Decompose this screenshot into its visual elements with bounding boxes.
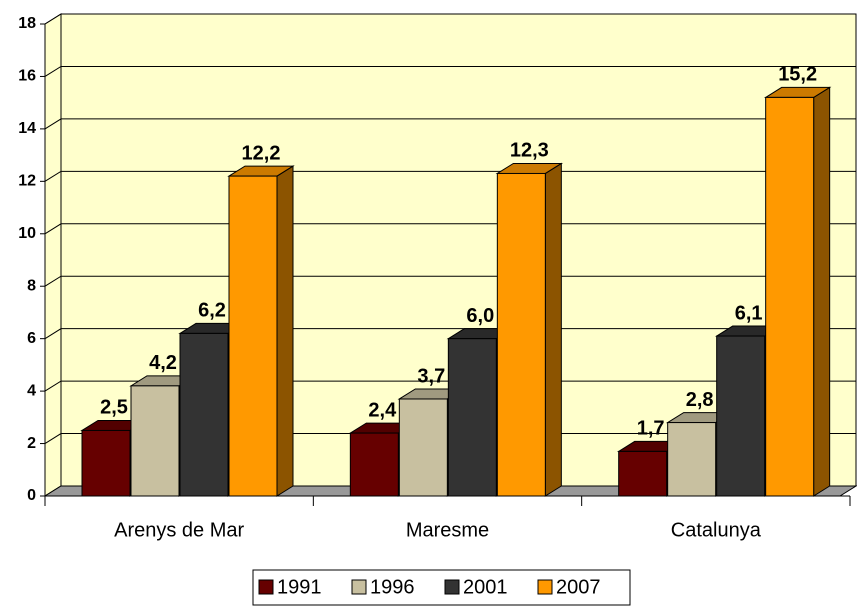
data-label: 2,4 bbox=[368, 399, 397, 421]
grid-line bbox=[44, 380, 856, 392]
grid-line bbox=[44, 328, 856, 340]
bar bbox=[618, 450, 668, 497]
bar bbox=[349, 432, 399, 497]
x-tick-label: Catalunya bbox=[671, 519, 762, 541]
y-tick-label: 8 bbox=[27, 277, 36, 294]
y-tick-label: 18 bbox=[18, 15, 36, 32]
grid-line bbox=[44, 223, 856, 235]
data-label: 12,3 bbox=[510, 140, 549, 162]
bar-side bbox=[544, 162, 562, 497]
grid-line bbox=[44, 13, 856, 25]
legend-label: 2001 bbox=[463, 576, 508, 598]
data-label: 6,1 bbox=[735, 302, 763, 324]
legend-label: 2007 bbox=[556, 576, 601, 598]
bar bbox=[179, 332, 229, 497]
data-label: 2,5 bbox=[100, 397, 128, 419]
bar bbox=[496, 172, 546, 497]
x-tick-label: Arenys de Mar bbox=[114, 519, 244, 541]
bar bbox=[398, 398, 448, 497]
bar bbox=[81, 429, 131, 497]
grid-line bbox=[44, 118, 856, 130]
y-tick-label: 12 bbox=[18, 173, 36, 190]
grid-line bbox=[44, 275, 856, 287]
data-label: 3,7 bbox=[417, 365, 445, 387]
legend-swatch bbox=[537, 579, 553, 595]
bar bbox=[447, 338, 497, 497]
y-tick-label: 0 bbox=[27, 487, 36, 504]
grid-line bbox=[44, 433, 856, 444]
bar bbox=[716, 335, 766, 497]
legend-swatch bbox=[444, 579, 460, 595]
y-tick-label: 14 bbox=[18, 120, 36, 137]
bar bbox=[667, 422, 717, 497]
y-tick-label: 6 bbox=[27, 330, 36, 347]
side-wall bbox=[44, 13, 62, 497]
data-label: 12,2 bbox=[242, 142, 281, 164]
grid-line bbox=[44, 65, 856, 77]
legend-swatch bbox=[258, 579, 274, 595]
data-label: 6,0 bbox=[466, 305, 494, 327]
bar bbox=[765, 96, 815, 497]
bar bbox=[228, 175, 278, 497]
legend-swatch bbox=[351, 579, 367, 595]
legend bbox=[252, 569, 631, 606]
grid-line bbox=[44, 170, 856, 182]
legend-label: 1991 bbox=[277, 576, 322, 598]
bar bbox=[130, 385, 180, 497]
data-label: 1,7 bbox=[637, 418, 665, 440]
data-label: 15,2 bbox=[778, 64, 817, 86]
data-label: 4,2 bbox=[149, 352, 177, 374]
y-tick-label: 2 bbox=[27, 435, 36, 452]
data-label: 6,2 bbox=[198, 300, 226, 322]
bar-side bbox=[813, 86, 831, 497]
y-tick-label: 10 bbox=[18, 225, 36, 242]
y-tick-label: 4 bbox=[27, 382, 36, 399]
bar-side bbox=[276, 165, 294, 497]
legend-label: 1996 bbox=[370, 576, 415, 598]
y-tick-label: 16 bbox=[18, 68, 36, 85]
x-tick-label: Maresme bbox=[406, 519, 489, 541]
data-label: 2,8 bbox=[686, 389, 714, 411]
